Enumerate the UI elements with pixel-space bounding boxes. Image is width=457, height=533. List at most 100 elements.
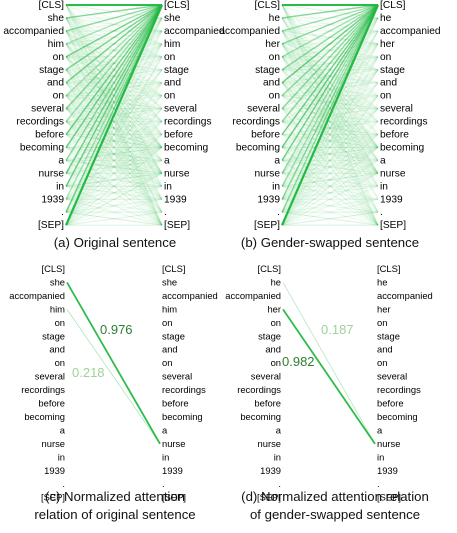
attention-edge [65,4,163,200]
attention-edge [65,172,163,213]
attention-edge [65,172,163,213]
token-right: accompanied [377,290,433,301]
token-left: she [50,276,65,287]
attention-edge [281,82,379,187]
attention-edge [65,147,163,226]
right-token-column: [CLS] she accompanied him on stage and on severa… [162,263,218,503]
attention-edge [281,108,379,187]
attention-edge [281,159,379,226]
attention-edge [65,4,163,71]
attention-edge [65,4,163,97]
attention-edge [281,56,379,200]
attention-edge-strong [280,4,380,226]
attention-edge [65,95,163,187]
attention-edge [281,69,379,226]
token-right: stage [380,65,405,76]
token-left: [CLS] [255,0,281,11]
attention-edge [65,133,163,148]
attention-edge [65,17,163,226]
attention-edge [281,82,379,226]
attention-edge [65,159,163,174]
attention-edge [281,159,379,174]
attention-edge [65,56,163,226]
token-left: recordings [232,117,280,128]
token-right: recordings [162,384,206,395]
token-right: nurse [377,438,400,449]
attention-edge [65,121,163,226]
attention-edge [65,159,163,226]
attention-edge [65,185,163,213]
attention-edge [65,30,163,226]
attention-edge [65,146,163,161]
token-left: . [61,207,64,218]
attention-edge [281,185,379,226]
attention-edge [65,108,163,213]
attention-edge [281,43,379,71]
token-right: becoming [164,142,209,153]
attention-edge [65,69,163,187]
attention-edge [65,95,163,174]
token-right: several [162,371,192,382]
attention-edge [65,198,163,213]
attention-edge [65,121,163,161]
attention-edge [65,82,163,161]
attention-edge [281,69,379,200]
token-left: several [251,371,281,382]
attention-edge [65,108,163,200]
attention-edge [65,43,163,213]
token-left: on [53,52,64,63]
attention-edge [65,159,163,187]
attention-edge [65,159,163,213]
attention-edge [281,146,379,187]
attention-edge [65,30,163,71]
attention-edge [65,198,163,213]
attention-edge [65,95,163,110]
attention-edge [281,43,379,174]
token-right: [CLS] [162,263,185,274]
attention-edge [281,30,379,226]
token-right: accompanied [162,290,218,301]
attention-edge [281,134,379,226]
token-right: on [380,91,391,102]
token-right: 1939 [380,194,403,205]
attention-edge [65,121,163,200]
token-right: a [164,155,170,166]
token-right: 1939 [164,194,187,205]
attention-edge [281,95,379,174]
attention-edge [281,146,379,161]
token-left: before [35,130,64,141]
attention-edge [65,69,163,97]
attention-edge [281,146,379,174]
token-left: stage [39,65,64,76]
token-right: [SEP] [380,220,406,231]
token-right: recordings [377,384,421,395]
attention-edge [281,211,379,226]
attention-edge [281,121,379,174]
attention-edge [281,30,379,226]
attention-edge [281,4,379,174]
token-left: becoming [236,142,281,153]
attention-edge [281,134,379,187]
attention-edge [65,211,163,226]
token-left: before [38,398,65,409]
attention-edge [65,30,163,174]
attention-edge [281,211,379,226]
attention-edge [281,121,379,187]
token-left: him [50,303,65,314]
attention-edge [65,198,163,226]
attention-edge [65,121,163,161]
attention-edge [281,82,379,213]
attention-edge [281,43,379,148]
token-left: stage [42,330,65,341]
attention-edge [65,56,163,71]
attention-edge [281,95,379,226]
attention-edge [65,108,163,174]
attention-edge [281,172,379,226]
attention-edge [281,172,379,226]
attention-edge [281,56,379,71]
token-left: a [274,155,280,166]
token-left: accompanied [219,26,280,37]
token-right: a [377,424,383,435]
attention-edge [281,108,379,226]
